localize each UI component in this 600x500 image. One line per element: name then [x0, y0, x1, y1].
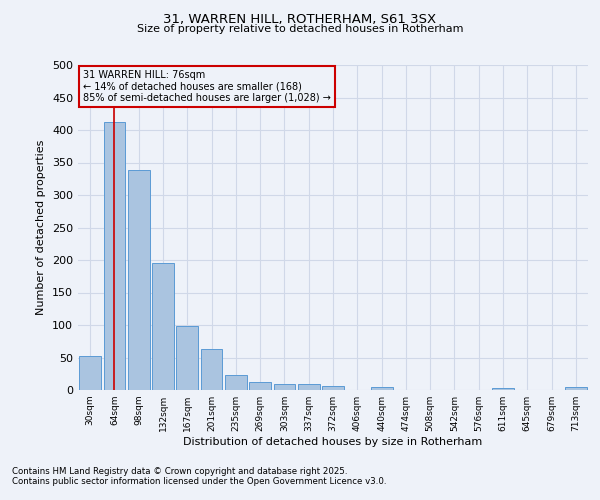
- Bar: [104, 122, 125, 390]
- Bar: [225, 375, 247, 390]
- Bar: [152, 263, 174, 390]
- Bar: [492, 388, 514, 390]
- Bar: [79, 356, 101, 390]
- Bar: [128, 170, 149, 390]
- Bar: [322, 386, 344, 390]
- Bar: [274, 384, 295, 390]
- Y-axis label: Number of detached properties: Number of detached properties: [37, 140, 46, 315]
- Bar: [200, 349, 223, 390]
- Bar: [249, 382, 271, 390]
- Bar: [371, 388, 392, 390]
- Text: Contains public sector information licensed under the Open Government Licence v3: Contains public sector information licen…: [12, 477, 386, 486]
- X-axis label: Distribution of detached houses by size in Rotherham: Distribution of detached houses by size …: [184, 437, 482, 447]
- Bar: [298, 384, 320, 390]
- Bar: [176, 326, 198, 390]
- Text: Size of property relative to detached houses in Rotherham: Size of property relative to detached ho…: [137, 24, 463, 34]
- Bar: [565, 388, 587, 390]
- Text: 31 WARREN HILL: 76sqm
← 14% of detached houses are smaller (168)
85% of semi-det: 31 WARREN HILL: 76sqm ← 14% of detached …: [83, 70, 331, 103]
- Text: 31, WARREN HILL, ROTHERHAM, S61 3SX: 31, WARREN HILL, ROTHERHAM, S61 3SX: [163, 12, 437, 26]
- Text: Contains HM Land Registry data © Crown copyright and database right 2025.: Contains HM Land Registry data © Crown c…: [12, 467, 347, 476]
